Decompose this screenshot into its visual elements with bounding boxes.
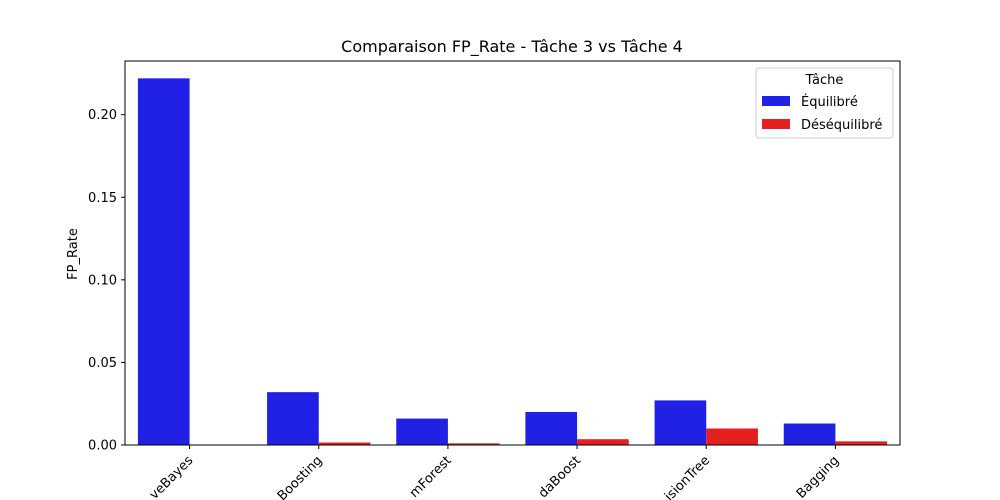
y-tick-label: 0.20 bbox=[88, 108, 117, 123]
bar-desequilibre-adaboost bbox=[577, 439, 629, 445]
chart-title: Comparaison FP_Rate - Tâche 3 vs Tâche 4 bbox=[341, 37, 683, 57]
legend-box bbox=[755, 67, 894, 139]
x-tick-label: veBayes bbox=[147, 453, 197, 500]
bar-equilibre-randomforest bbox=[396, 418, 448, 445]
legend-swatch-desequilibre bbox=[762, 119, 790, 129]
x-tick-label: mForest bbox=[407, 453, 455, 500]
y-tick-label: 0.15 bbox=[88, 191, 117, 206]
y-axis-label: FP_Rate bbox=[66, 228, 81, 280]
bar-equilibre-naivebayes bbox=[137, 78, 190, 446]
legend-swatch-equilibre bbox=[762, 96, 790, 106]
bar-desequilibre-decisiontree bbox=[706, 428, 758, 445]
bars-group bbox=[137, 78, 888, 446]
bar-equilibre-adaboost bbox=[525, 411, 578, 445]
y-tick-label: 0.05 bbox=[88, 356, 117, 371]
x-tick-label: isionTree bbox=[662, 453, 713, 500]
bar-equilibre-bagging bbox=[783, 423, 836, 445]
x-tick-label: Bagging bbox=[794, 453, 842, 500]
y-tick-label: 0.10 bbox=[88, 273, 117, 288]
legend-title: Tâche bbox=[805, 73, 844, 88]
y-axis: 0.00 0.05 0.10 0.15 0.20 bbox=[88, 108, 125, 454]
x-tick-label: daBoost bbox=[536, 453, 584, 500]
bar-desequilibre-bagging bbox=[835, 441, 888, 445]
legend: Tâche Équilibré Déséquilibré bbox=[755, 67, 894, 139]
y-tick-label: 0.00 bbox=[88, 439, 117, 454]
bar-desequilibre-randomforest bbox=[447, 443, 500, 445]
legend-label-equilibre: Équilibré bbox=[801, 94, 858, 110]
bar-equilibre-decisiontree bbox=[654, 400, 707, 445]
legend-label-desequilibre: Déséquilibré bbox=[801, 118, 882, 133]
bar-equilibre-gradientboosting bbox=[267, 392, 319, 445]
plot-frame bbox=[124, 60, 901, 446]
x-axis: veBayes Boosting mForest daBoost isionTree Ba… bbox=[147, 445, 842, 500]
x-tick-label: Boosting bbox=[275, 453, 326, 500]
bar-desequilibre-gradientboosting bbox=[318, 442, 371, 445]
